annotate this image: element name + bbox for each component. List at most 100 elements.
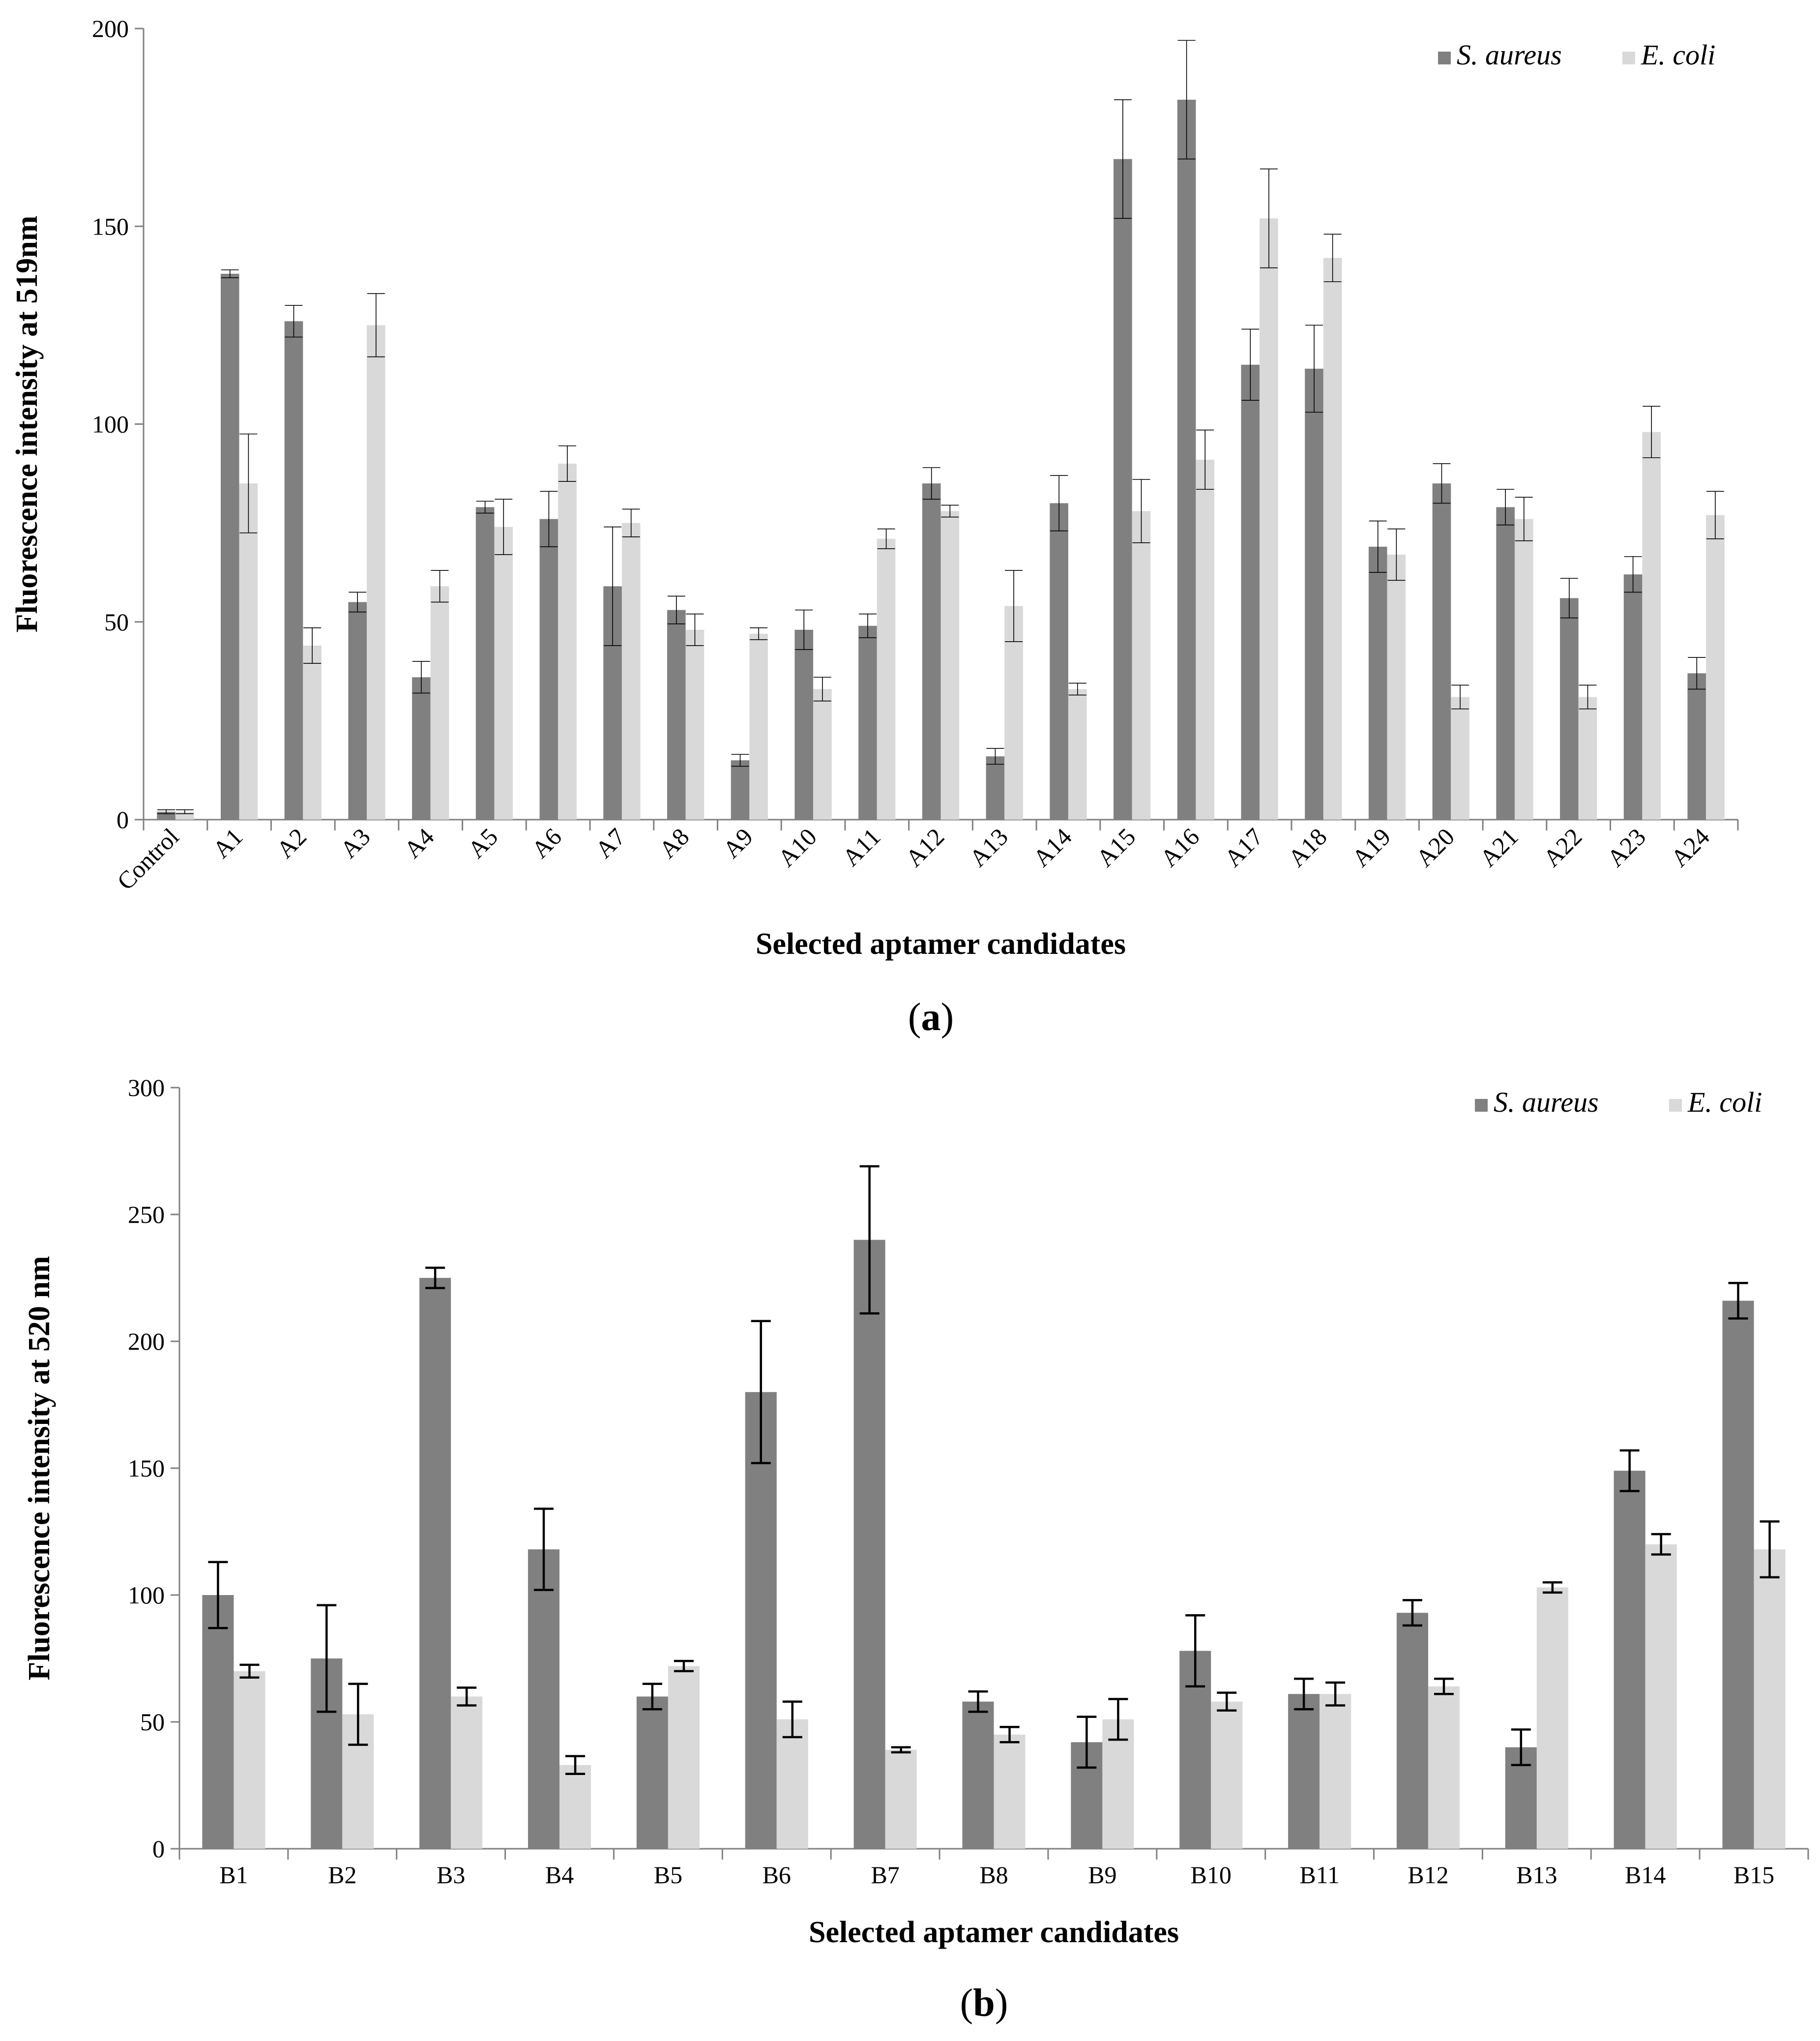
panel-a-x-tick-label: A19 xyxy=(1347,823,1396,872)
panel-b-legend: S. aureus E. coli xyxy=(1475,1086,1762,1118)
panel-b-legend-swatch-s-aureus xyxy=(1475,1099,1488,1112)
panel-a-bar-e-coli xyxy=(621,523,641,820)
panel-a-legend-swatch-s-aureus xyxy=(1438,52,1451,64)
panel-a-bar-e-coli xyxy=(1514,519,1533,820)
panel-a-x-tick-label: A10 xyxy=(772,823,822,872)
panel-b-bar-s-aureus xyxy=(636,1696,668,1849)
panel-a-bar-e-coli xyxy=(1260,218,1278,820)
panel-b-y-tick-label: 0 xyxy=(152,1835,165,1863)
panel-b-x-tick-label: B1 xyxy=(219,1861,248,1889)
panel-a-bar-e-coli xyxy=(1451,697,1469,820)
panel-a-bar-e-coli xyxy=(1387,554,1406,820)
panel-a-bar-e-coli xyxy=(685,629,705,820)
panel-a-bar-e-coli xyxy=(430,586,449,820)
panel-b-bar-e-coli xyxy=(1428,1686,1460,1849)
panel-b-bar-s-aureus xyxy=(853,1240,885,1849)
panel-a-bar-e-coli xyxy=(813,689,832,820)
panel-b-y-tick-label: 200 xyxy=(128,1328,165,1355)
panel-a-bar-e-coli xyxy=(1068,689,1087,820)
panel-b-y-tick-label: 250 xyxy=(128,1201,165,1228)
panel-b-y-tick-label: 150 xyxy=(128,1454,165,1482)
panel-a-x-tick-label: A2 xyxy=(271,823,312,863)
panel-a-x-tick-label: A15 xyxy=(1091,823,1141,872)
panel-a-bar-s-aureus xyxy=(667,610,686,820)
panel-a-x-tick-label: A3 xyxy=(335,823,376,863)
panel-a-x-tick-label: A5 xyxy=(462,823,503,863)
panel-b-bar-e-coli xyxy=(234,1671,265,1849)
panel-a-legend-label-s-aureus: S. aureus xyxy=(1457,39,1562,71)
panel-a-x-tick-label: Control xyxy=(112,823,184,895)
panel-b: 0 50 100 150 200 250 300 B1 B2 B3 B4 B5 B6 B7 B8 B9 B10 B… xyxy=(23,1074,1809,2025)
panel-b-bar-s-aureus xyxy=(1288,1694,1320,1849)
panel-b-bar-s-aureus xyxy=(1722,1301,1754,1849)
panel-a-bar-s-aureus xyxy=(348,602,367,820)
panel-a-bar-e-coli xyxy=(1706,515,1725,820)
panel-b-bar-e-coli xyxy=(885,1749,917,1849)
panel-a-y-axis-title: Fluorescence intensity at 519nm xyxy=(10,216,44,633)
panel-a-bar-e-coli xyxy=(239,483,258,820)
panel-b-x-tick-label: B14 xyxy=(1625,1861,1666,1889)
panel-a-bar-s-aureus xyxy=(1623,574,1643,820)
panel-b-bar-s-aureus xyxy=(528,1549,560,1849)
panel-a-bar-s-aureus xyxy=(1177,99,1196,820)
panel-a-x-tick-label: A23 xyxy=(1602,823,1651,872)
panel-b-x-tick-label: B8 xyxy=(979,1861,1008,1889)
panel-a-x-tick-label: A20 xyxy=(1410,823,1460,872)
panel-a-x-tick-label: A9 xyxy=(717,823,758,863)
panel-b-label: (b) xyxy=(960,1982,1008,2025)
panel-a-bar-e-coli xyxy=(1578,697,1597,820)
panel-a-legend-label-e-coli: E. coli xyxy=(1641,39,1715,71)
panel-a-bar-s-aureus xyxy=(858,625,877,820)
panel-a-bar-e-coli xyxy=(1642,432,1661,820)
panel-b-x-tick-label: B9 xyxy=(1088,1861,1116,1889)
panel-a-x-tick-label: A1 xyxy=(207,823,248,863)
panel-a-x-tick-label: A18 xyxy=(1283,823,1332,872)
panel-a-bar-s-aureus xyxy=(284,321,303,820)
panel-a-bar-e-coli xyxy=(367,325,385,820)
panel-a-x-tick-label: A21 xyxy=(1474,823,1523,872)
panel-a-bar-s-aureus xyxy=(475,507,495,820)
panel-a-bar-s-aureus xyxy=(731,760,750,820)
panel-a-label: (a) xyxy=(908,996,954,1039)
panel-a-bar-e-coli xyxy=(1323,258,1342,820)
panel-a-x-axis-title: Selected aptamer candidates xyxy=(756,927,1126,961)
panel-a-bar-s-aureus xyxy=(1050,503,1068,820)
panel-a-x-tick-label: A7 xyxy=(590,823,631,863)
panel-a-legend: S. aureus E. coli xyxy=(1438,39,1715,71)
panel-b-y-tick-label: 300 xyxy=(128,1074,165,1101)
panel-b-legend-label-e-coli: E. coli xyxy=(1687,1086,1762,1118)
panel-a-bar-s-aureus xyxy=(1432,483,1451,820)
panel-a-bar-s-aureus xyxy=(1560,598,1579,820)
panel-a-x-tick-label: A24 xyxy=(1665,823,1714,872)
panel-b-x-tick-label: B3 xyxy=(437,1861,465,1889)
panel-a-y-tick-label: 50 xyxy=(104,608,129,636)
panel-a-x-tick-label: A13 xyxy=(964,823,1013,872)
panel-a-bar-e-coli xyxy=(1132,511,1151,820)
panel-b-bar-e-coli xyxy=(1211,1701,1243,1849)
panel-b-bar-e-coli xyxy=(451,1696,483,1849)
panel-b-bar-s-aureus xyxy=(202,1595,234,1849)
panel-a-bar-s-aureus xyxy=(922,483,941,820)
panel-b-x-tick-label: B13 xyxy=(1516,1861,1557,1889)
panel-b-x-tick-label: B11 xyxy=(1299,1861,1340,1889)
panel-a-bar-e-coli xyxy=(558,463,577,820)
panel-a-bar-e-coli xyxy=(940,511,960,820)
panel-a-x-tick-label: A11 xyxy=(837,823,885,871)
panel-a-x-tick-label: A14 xyxy=(1027,823,1077,872)
panel-a-bar-e-coli xyxy=(1196,459,1214,820)
panel-b-bar-e-coli xyxy=(668,1666,700,1849)
panel-b-x-tick-label: B2 xyxy=(328,1861,356,1889)
panel-a-bar-s-aureus xyxy=(1368,546,1387,820)
panel-a-y-tick-label: 100 xyxy=(92,411,129,438)
panel-a-bar-s-aureus xyxy=(986,756,1005,820)
panel-b-bar-e-coli xyxy=(1102,1719,1134,1849)
panel-b-bar-e-coli xyxy=(1645,1544,1677,1849)
panel-b-x-tick-label: B6 xyxy=(763,1861,791,1889)
panel-b-y-axis-title: Fluorescence intensity at 520 nm xyxy=(23,1256,56,1680)
panel-b-y-tick-label: 100 xyxy=(128,1581,165,1609)
panel-b-x-tick-label: B12 xyxy=(1408,1861,1448,1889)
panel-b-x-tick-label: B15 xyxy=(1733,1861,1774,1889)
panel-a: 0 50 100 150 200 Control A1 A2 A3 A4 A5 A6 A7 A8 A9 A10… xyxy=(10,15,1739,1039)
panel-a-bar-e-coli xyxy=(749,633,768,820)
